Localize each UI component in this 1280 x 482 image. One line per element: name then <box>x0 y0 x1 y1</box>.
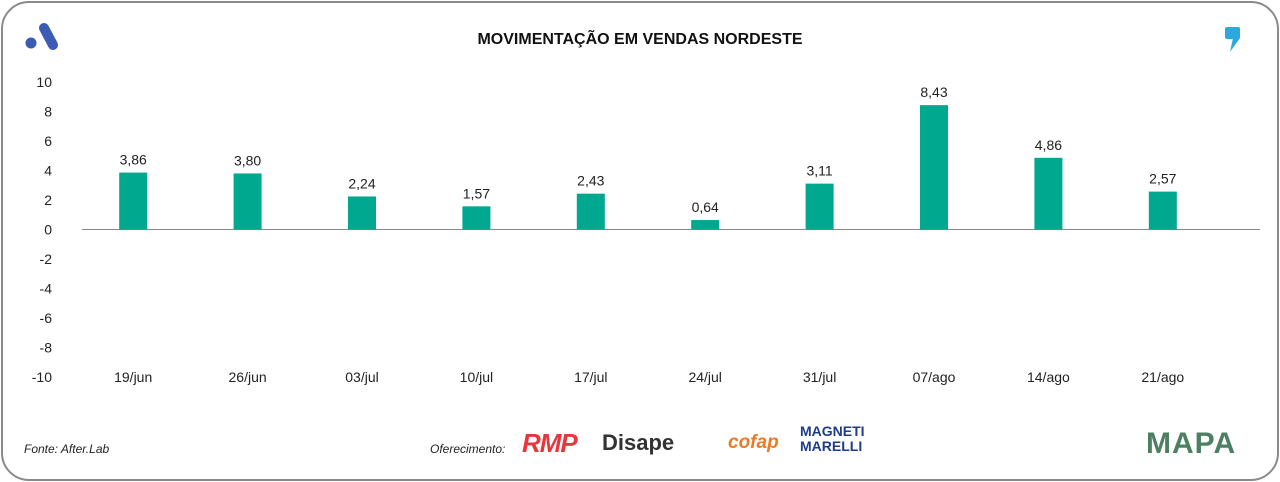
x-tick-label: 07/ago <box>913 369 956 385</box>
data-label: 2,57 <box>1149 171 1176 187</box>
brand-logo-a-icon <box>25 23 58 50</box>
bar <box>805 183 834 230</box>
y-tick-label: 4 <box>44 163 52 179</box>
x-tick-label: 21/ago <box>1141 369 1184 385</box>
x-tick-label: 10/jul <box>460 369 493 385</box>
data-label: 3,86 <box>120 152 147 168</box>
x-tick-label: 24/jul <box>688 369 721 385</box>
data-label: 2,43 <box>577 173 604 189</box>
y-tick-label: 10 <box>36 74 52 90</box>
bar <box>348 196 376 230</box>
x-tick-label: 26/jun <box>229 369 267 385</box>
x-tick-label: 19/jun <box>114 369 152 385</box>
data-label: 1,57 <box>463 185 490 201</box>
sponsor-logo-magneti-marelli: MAGNETI MARELLI <box>800 423 865 454</box>
x-tick-label: 14/ago <box>1027 369 1070 385</box>
bar <box>691 220 720 230</box>
x-tick-label: 03/jul <box>345 369 378 385</box>
bar <box>119 172 148 230</box>
sponsor-logo-disape: Disape <box>602 430 675 455</box>
y-tick-label: 2 <box>44 192 52 208</box>
y-tick-label: -8 <box>40 340 53 356</box>
data-label: 4,86 <box>1035 137 1062 153</box>
data-label: 2,24 <box>348 175 375 191</box>
quote-icon <box>1225 27 1240 52</box>
sponsor-label: Oferecimento: <box>430 442 506 456</box>
bar <box>920 105 948 230</box>
y-tick-label: -4 <box>40 281 53 297</box>
bar <box>233 173 262 230</box>
bar <box>462 206 491 230</box>
data-label: 0,64 <box>692 199 719 215</box>
chart-title: MOVIMENTAÇÃO EM VENDAS NORDESTE <box>477 31 803 48</box>
source-note: Fonte: After.Lab <box>24 442 110 456</box>
bar <box>1034 157 1063 230</box>
sponsor-logo-cofap: cofap <box>728 432 779 453</box>
x-tick-label: 17/jul <box>574 369 607 385</box>
data-label: 3,11 <box>806 163 832 179</box>
y-tick-label: -2 <box>40 251 53 267</box>
data-label: 3,80 <box>234 152 261 168</box>
y-tick-label: -6 <box>40 310 53 326</box>
bar <box>1148 191 1177 230</box>
data-label: 8,43 <box>920 84 947 100</box>
y-tick-label: -10 <box>32 369 52 385</box>
y-tick-label: 6 <box>44 133 52 149</box>
y-tick-label: 8 <box>44 104 52 120</box>
bar <box>576 193 605 230</box>
sponsor-logo-rmp: RMP <box>522 428 578 458</box>
y-tick-label: 0 <box>44 222 52 238</box>
mapa-logo: MAPA <box>1146 427 1237 460</box>
x-tick-label: 31/jul <box>803 369 836 385</box>
